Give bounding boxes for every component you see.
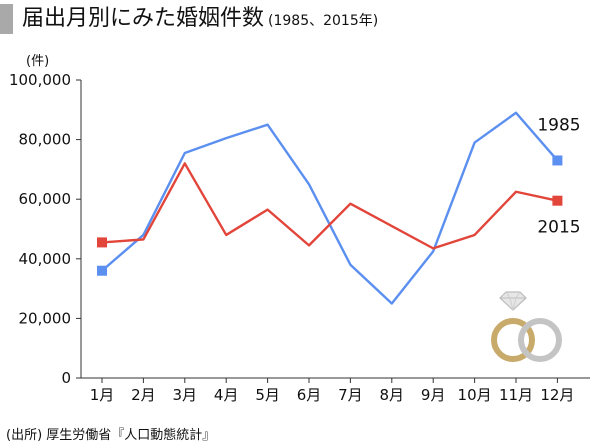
chart-subtitle: (1985、2015年) xyxy=(268,13,379,29)
title-accent-bar xyxy=(0,4,13,34)
chart-title: 届出月別にみた婚姻件数 (1985、2015年) xyxy=(22,4,378,36)
x-tick-label: 12月 xyxy=(540,386,574,404)
x-tick-label: 3月 xyxy=(173,386,198,404)
series-labels: 1985 2015 xyxy=(537,115,580,237)
x-tick-label: 8月 xyxy=(380,386,405,404)
series-lines xyxy=(101,111,559,305)
series-marker xyxy=(97,265,107,276)
y-tick-label: 80,000 xyxy=(19,131,72,149)
x-tick-label: 7月 xyxy=(338,386,363,404)
series-end-markers xyxy=(97,155,563,276)
series-marker xyxy=(552,195,563,206)
y-axis-unit-label: (件) xyxy=(26,54,50,69)
series-label-1985: 1985 xyxy=(537,115,580,135)
y-tick-label: 40,000 xyxy=(19,250,72,268)
wedding-rings-icon xyxy=(491,291,562,362)
x-tick-label: 2月 xyxy=(131,386,156,404)
x-tick-label: 9月 xyxy=(421,386,446,404)
x-axis-ticks: 1月 2月 3月 4月 5月 6月 7月 8月 9月 10月 11月 12月 xyxy=(90,378,574,404)
x-tick-label: 6月 xyxy=(297,386,322,404)
y-tick-label: 100,000 xyxy=(9,71,71,89)
y-tick-label: 60,000 xyxy=(19,190,72,208)
x-tick-label: 1月 xyxy=(90,386,115,404)
chart-title-text: 届出月別にみた婚姻件数 xyxy=(22,6,265,31)
chart-axes xyxy=(80,80,590,379)
y-axis-ticks: 100,000 80,000 60,000 40,000 20,000 0 xyxy=(9,71,81,387)
series-marker xyxy=(552,155,563,166)
x-tick-label: 10月 xyxy=(458,386,492,404)
series-label-2015: 2015 xyxy=(537,218,580,238)
series-line-2015 xyxy=(101,162,558,250)
x-tick-label: 4月 xyxy=(214,386,239,404)
series-line-1985 xyxy=(101,111,559,305)
source-note: (出所) 厚生労働省『人口動態統計』 xyxy=(6,428,216,443)
y-tick-label: 20,000 xyxy=(19,309,72,327)
y-tick-label: 0 xyxy=(61,369,71,387)
x-tick-label: 5月 xyxy=(255,386,280,404)
x-tick-label: 11月 xyxy=(499,386,533,404)
series-marker xyxy=(97,237,107,248)
